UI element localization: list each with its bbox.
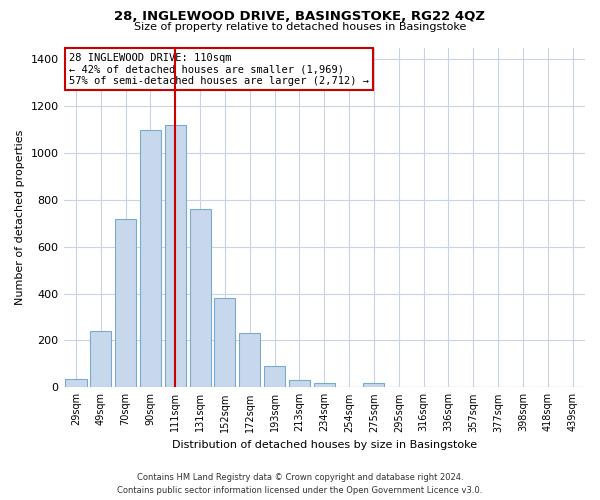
- X-axis label: Distribution of detached houses by size in Basingstoke: Distribution of detached houses by size …: [172, 440, 477, 450]
- Text: Contains HM Land Registry data © Crown copyright and database right 2024.
Contai: Contains HM Land Registry data © Crown c…: [118, 474, 482, 495]
- Bar: [140, 130, 161, 388]
- Bar: [190, 209, 211, 388]
- Text: 28, INGLEWOOD DRIVE, BASINGSTOKE, RG22 4QZ: 28, INGLEWOOD DRIVE, BASINGSTOKE, RG22 4…: [115, 10, 485, 23]
- Bar: [239, 334, 260, 388]
- Bar: [289, 380, 310, 388]
- Bar: [264, 366, 285, 388]
- Text: Size of property relative to detached houses in Basingstoke: Size of property relative to detached ho…: [134, 22, 466, 32]
- Bar: [364, 382, 385, 388]
- Bar: [165, 125, 186, 388]
- Text: 28 INGLEWOOD DRIVE: 110sqm
← 42% of detached houses are smaller (1,969)
57% of s: 28 INGLEWOOD DRIVE: 110sqm ← 42% of deta…: [69, 52, 369, 86]
- Bar: [115, 218, 136, 388]
- Bar: [90, 331, 112, 388]
- Bar: [214, 298, 235, 388]
- Bar: [65, 379, 86, 388]
- Y-axis label: Number of detached properties: Number of detached properties: [15, 130, 25, 305]
- Bar: [314, 382, 335, 388]
